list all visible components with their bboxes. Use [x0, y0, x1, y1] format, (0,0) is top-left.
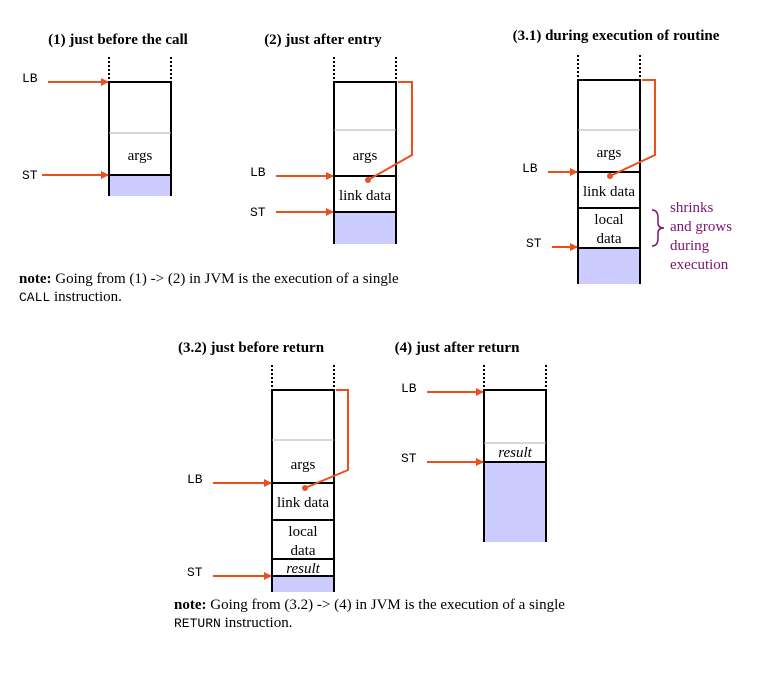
dynamic-link-arrow	[367, 81, 413, 181]
panel-during-execution: (3.1) during execution of routine args l…	[513, 28, 732, 284]
panel-just-before-return: (3.2) just before return args link data …	[178, 340, 349, 592]
stack-column: args	[108, 57, 172, 196]
note-code: RETURN	[174, 616, 221, 631]
panel-just-after-return: (4) just after return result LB ST	[395, 340, 547, 542]
local-data-cell-line2: data	[597, 231, 622, 247]
note-label: note:	[174, 597, 207, 613]
note-tail: instruction.	[220, 615, 293, 631]
result-cell: result	[286, 561, 320, 577]
link-data-cell: link data	[583, 184, 635, 200]
panel-just-before-call: (1) just before the call args LB ST	[22, 32, 188, 196]
side-note-line2: and grows	[670, 219, 732, 235]
panel-title: (3.1) during execution of routine	[513, 28, 720, 44]
note-text: Going from (3.2) -> (4) in JVM is the ex…	[206, 597, 565, 613]
free-space	[484, 462, 546, 542]
note-call-instruction: note: Going from (1) -> (2) in JVM is th…	[19, 270, 459, 307]
note-label: note:	[19, 271, 52, 287]
note-tail: instruction.	[50, 289, 122, 305]
side-note-line3: during	[670, 238, 710, 254]
local-data-cell-line1: local	[594, 212, 623, 228]
panel-just-after-entry: (2) just after entry args link data LB S…	[250, 32, 413, 244]
curly-brace	[651, 209, 665, 247]
local-data-cell-line1: local	[288, 524, 317, 540]
st-pointer-label: ST	[250, 205, 266, 220]
args-cell: args	[353, 148, 378, 164]
side-note-line1: shrinks	[670, 200, 714, 216]
args-cell: args	[128, 148, 153, 164]
args-cell: args	[597, 145, 622, 161]
free-space	[109, 175, 171, 196]
link-data-cell: link data	[277, 495, 329, 511]
free-space	[272, 576, 334, 592]
dynamic-link-arrow	[609, 79, 656, 177]
stack-column: result	[483, 365, 547, 542]
lb-pointer-label: LB	[401, 381, 417, 396]
link-data-cell: link data	[339, 188, 391, 204]
panel-title: (1) just before the call	[48, 32, 188, 48]
st-pointer-label: ST	[22, 168, 38, 183]
args-cell: args	[291, 457, 316, 473]
lb-pointer-label: LB	[22, 71, 38, 86]
lb-pointer-label: LB	[522, 161, 538, 176]
side-note-line4: execution	[670, 257, 729, 273]
note-code: CALL	[19, 290, 51, 305]
local-data-cell-line2: data	[291, 543, 316, 559]
result-cell: result	[498, 445, 532, 461]
panel-title: (2) just after entry	[264, 32, 382, 48]
stack-column: args link data local data	[577, 55, 641, 284]
st-pointer-label: ST	[401, 451, 417, 466]
note-return-instruction: note: Going from (3.2) -> (4) in JVM is …	[174, 596, 624, 633]
panel-title: (4) just after return	[395, 340, 520, 356]
st-pointer-label: ST	[187, 565, 203, 580]
stack-column: args link data local data result	[271, 365, 335, 592]
note-text: Going from (1) -> (2) in JVM is the exec…	[51, 271, 399, 287]
free-space	[334, 212, 396, 244]
dynamic-link-arrow	[304, 389, 349, 489]
stack-column: args link data	[333, 57, 397, 244]
st-pointer-label: ST	[526, 236, 542, 251]
free-space	[578, 248, 640, 284]
lb-pointer-label: LB	[187, 472, 203, 487]
lb-pointer-label: LB	[250, 165, 266, 180]
panel-title: (3.2) just before return	[178, 340, 325, 356]
